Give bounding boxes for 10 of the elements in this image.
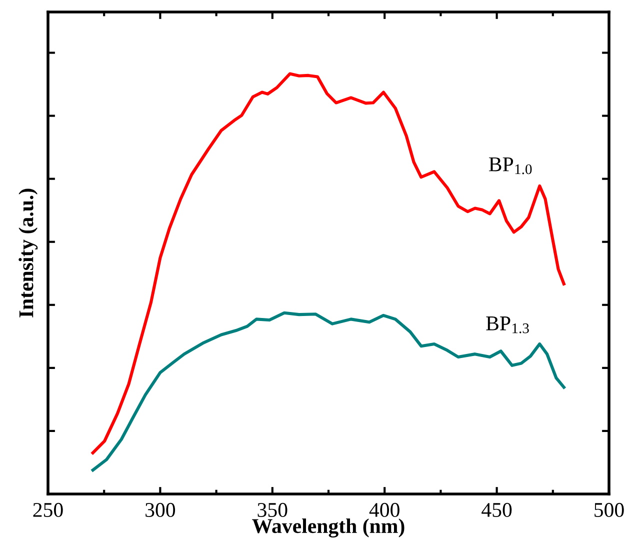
series-label: BP$_{1.0}$ — [488, 158, 532, 174]
x-tick-label: 350 — [258, 502, 288, 517]
y-axis-title: Intensity (a.u.) — [18, 188, 38, 318]
x-tick-label: 300 — [146, 502, 176, 517]
x-tick-label: 500 — [594, 502, 624, 517]
x-tick-label: 400 — [369, 502, 400, 517]
series-label: BP$_{1.3}$ — [486, 316, 529, 334]
x-tick-label: 450 — [482, 502, 512, 517]
x-tick-label: 250 — [33, 502, 63, 517]
x-axis-title: Wavelength (nm) — [252, 518, 404, 538]
